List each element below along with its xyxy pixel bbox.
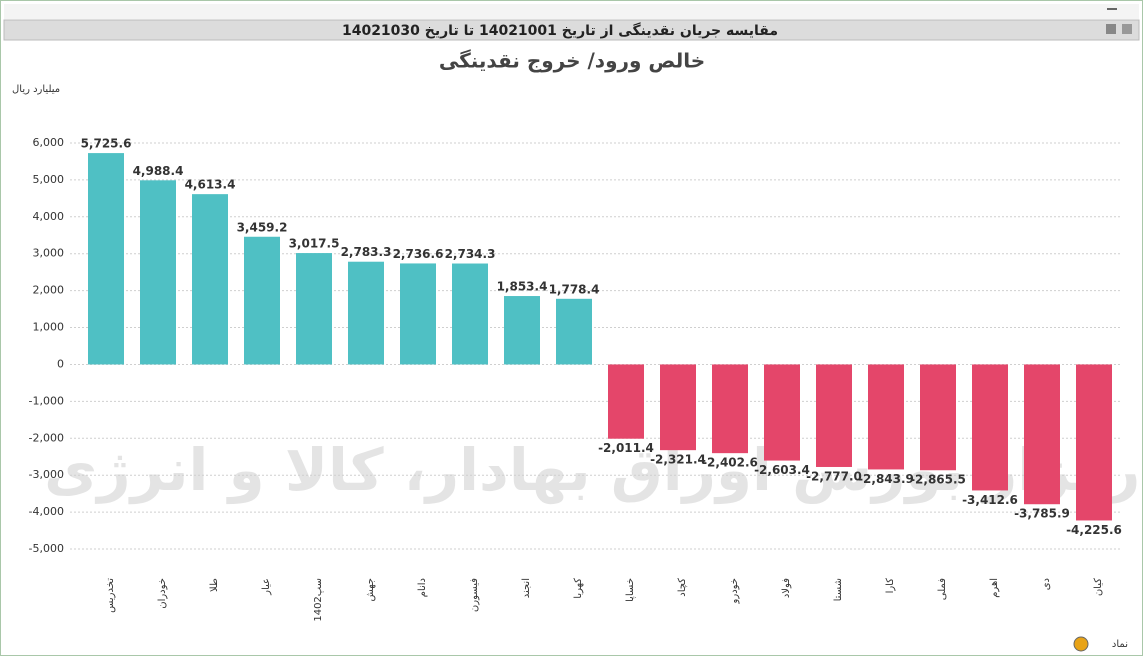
- value-label: 4,613.4: [185, 178, 236, 192]
- bar: [712, 364, 748, 454]
- y-tick-label: 4,000: [33, 210, 65, 223]
- bar: [1024, 364, 1060, 505]
- value-label: 1,778.4: [549, 282, 600, 296]
- bar: [1076, 364, 1112, 521]
- refresh-icon[interactable]: [1073, 636, 1089, 652]
- value-label: 3,017.5: [289, 237, 340, 251]
- x-tick-label: شستا: [833, 578, 844, 601]
- bar: [192, 194, 228, 365]
- x-tick-label: کهربا: [573, 578, 584, 599]
- x-tick-label: خساپا: [625, 578, 636, 602]
- y-tick-label: -5,000: [29, 542, 64, 555]
- x-tick-label: فملی: [937, 578, 948, 600]
- bar: [504, 296, 540, 365]
- x-tick-label: طلا: [209, 578, 220, 592]
- value-label: 3,459.2: [237, 220, 288, 234]
- x-tick-label: دانام: [417, 578, 428, 597]
- x-tick-label: کچاد: [677, 578, 688, 597]
- value-label: 2,783.3: [341, 245, 392, 259]
- bar: [764, 364, 800, 461]
- value-label: 5,725.6: [81, 137, 132, 151]
- y-tick-label: 2,000: [33, 284, 65, 297]
- y-axis-label: میلیارد ریال: [12, 84, 60, 95]
- x-tick-label: کارا: [885, 578, 896, 594]
- value-label: 2,734.3: [445, 247, 496, 261]
- bar: [556, 298, 592, 365]
- bar: [660, 364, 696, 451]
- x-tick-label: کیان: [1093, 578, 1104, 596]
- bar: [140, 180, 176, 365]
- bar: [972, 364, 1008, 491]
- export-icon[interactable]: [1122, 24, 1132, 34]
- x-tick-label: انجند: [521, 578, 532, 598]
- value-label: -2,603.4: [754, 463, 810, 477]
- x-axis-label: نماد: [1112, 639, 1128, 650]
- y-tick-label: -4,000: [29, 505, 64, 518]
- value-label: 1,853.4: [497, 280, 548, 294]
- x-tick-label: فولاد: [781, 578, 792, 598]
- y-tick-label: 1,000: [33, 321, 65, 334]
- top-strip: [4, 4, 1139, 19]
- value-label: -2,865.5: [910, 473, 966, 487]
- value-label: -2,843.9: [858, 472, 914, 486]
- chart-title: خالص ورود/ خروج نقدینگی: [439, 49, 705, 73]
- x-tick-label: دی: [1041, 578, 1052, 590]
- y-tick-label: 6,000: [33, 136, 65, 149]
- value-label: 2,736.6: [393, 247, 444, 261]
- bar: [868, 364, 904, 470]
- y-tick-label: 3,000: [33, 247, 65, 260]
- bar: [816, 364, 852, 467]
- value-label: -4,225.6: [1066, 523, 1122, 537]
- bar: [88, 153, 124, 365]
- value-label: -2,777.0: [806, 469, 862, 483]
- x-tick-label: خودران: [157, 578, 168, 609]
- x-tick-label: خودرو: [729, 578, 740, 604]
- bar: [244, 236, 280, 365]
- x-tick-label: اهرم: [989, 578, 1000, 598]
- value-label: -2,402.6: [702, 456, 758, 470]
- y-tick-label: -1,000: [29, 394, 64, 407]
- watermark: کارگزار بورس اوراق بهادار، کالا و انرژی: [44, 436, 1143, 505]
- bar: [920, 364, 956, 471]
- value-label: 4,988.4: [133, 164, 184, 178]
- x-tick-label: فیسورن: [469, 578, 480, 612]
- value-label: -2,321.4: [650, 453, 706, 467]
- y-tick-label: 5,000: [33, 173, 65, 186]
- x-tick-label: عیار: [261, 578, 272, 596]
- title-bar: [3, 19, 1140, 41]
- value-label: -2,011.4: [598, 441, 654, 455]
- bar: [296, 253, 332, 365]
- bar: [452, 263, 488, 365]
- x-tick-label: سپ1402: [313, 578, 324, 622]
- bar: [348, 261, 384, 365]
- y-tick-label: -3,000: [29, 468, 64, 481]
- window-title: مقایسه جریان نقدینگی از تاریخ 14021001 ت…: [342, 22, 778, 39]
- value-label: -3,785.9: [1014, 507, 1070, 521]
- x-tick-label: جهش: [365, 578, 376, 602]
- y-tick-label: 0: [57, 357, 64, 370]
- bar: [400, 263, 436, 365]
- print-icon[interactable]: [1106, 24, 1116, 34]
- minimize-icon[interactable]: [1107, 8, 1117, 10]
- value-label: -3,412.6: [962, 493, 1018, 507]
- y-tick-label: -2,000: [29, 431, 64, 444]
- x-tick-label: تخدریس: [105, 578, 116, 613]
- bar: [608, 364, 644, 439]
